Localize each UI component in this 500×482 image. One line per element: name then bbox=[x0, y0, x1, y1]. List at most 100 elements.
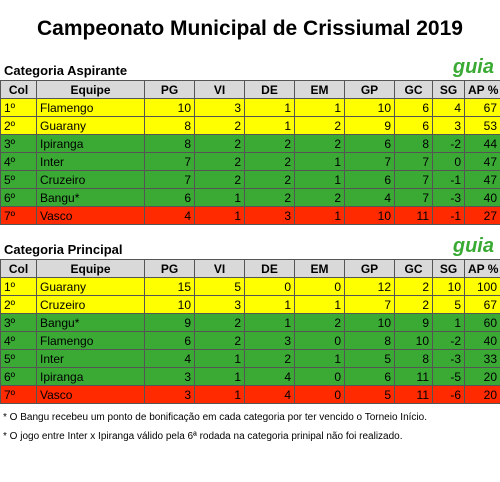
cell: Bangu* bbox=[36, 188, 145, 207]
cell: 10 bbox=[344, 313, 395, 332]
cell: 7º bbox=[0, 385, 37, 404]
team-row: 1º Guarany 15 5 0 0 12 2 10 100 bbox=[0, 277, 500, 296]
cell: 6 bbox=[344, 367, 395, 386]
header-cell: AP % bbox=[464, 80, 500, 99]
cell: 11 bbox=[394, 367, 433, 386]
team-row: 6º Bangu* 6 1 2 2 4 7 -3 40 bbox=[0, 188, 500, 207]
cell: -5 bbox=[432, 367, 465, 386]
team-row: 3º Ipiranga 8 2 2 2 6 8 -2 44 bbox=[0, 134, 500, 153]
cell: 2º bbox=[0, 295, 37, 314]
cell: 1º bbox=[0, 277, 37, 296]
cell: 2 bbox=[244, 170, 295, 189]
cell: 27 bbox=[464, 206, 500, 225]
cell: 4º bbox=[0, 331, 37, 350]
cell: 0 bbox=[432, 152, 465, 171]
cell: 2º bbox=[0, 116, 37, 135]
cell: 67 bbox=[464, 295, 500, 314]
cell: -2 bbox=[432, 331, 465, 350]
cell: 53 bbox=[464, 116, 500, 135]
cell: 5 bbox=[194, 277, 245, 296]
cell: 2 bbox=[294, 116, 345, 135]
team-row: 7º Vasco 3 1 4 0 5 11 -6 20 bbox=[0, 385, 500, 404]
cell: 0 bbox=[294, 331, 345, 350]
cell: 9 bbox=[394, 313, 433, 332]
header-cell: Equipe bbox=[36, 80, 145, 99]
cell: Ipiranga bbox=[36, 367, 145, 386]
cell: Cruzeiro bbox=[36, 170, 145, 189]
cell: 47 bbox=[464, 152, 500, 171]
cell: 44 bbox=[464, 134, 500, 153]
cell: 2 bbox=[394, 295, 433, 314]
cell: 6 bbox=[344, 134, 395, 153]
cell: 5 bbox=[344, 385, 395, 404]
cell: 6º bbox=[0, 367, 37, 386]
cell: 1 bbox=[294, 349, 345, 368]
cell: 1 bbox=[194, 385, 245, 404]
cell: 3 bbox=[144, 367, 195, 386]
cell: 4 bbox=[244, 367, 295, 386]
cell: 5º bbox=[0, 170, 37, 189]
cell: 10 bbox=[344, 98, 395, 117]
table-body: 1º Flamengo 10 3 1 1 10 6 4 67 2º Guarany 8 2 1 2 9 6 3 53 3… bbox=[0, 98, 500, 225]
header-cell: GP bbox=[344, 80, 395, 99]
cell: Guarany bbox=[36, 277, 145, 296]
cell: 3º bbox=[0, 313, 37, 332]
team-row: 4º Inter 7 2 2 1 7 7 0 47 bbox=[0, 152, 500, 171]
cell: Bangu* bbox=[36, 313, 145, 332]
cell: 67 bbox=[464, 98, 500, 117]
cell: 1 bbox=[194, 349, 245, 368]
header-cell: DE bbox=[244, 259, 295, 278]
tables: Categoria Aspirante guia Col Equipe PG VI DE EM… bbox=[0, 56, 500, 404]
header-row: Col Equipe PG VI DE EM GP GC SG AP % bbox=[0, 259, 500, 278]
notes: * O Bangu recebeu um ponto de bonificaçã… bbox=[0, 408, 500, 446]
logo: guia bbox=[452, 235, 494, 257]
header-cell: GP bbox=[344, 259, 395, 278]
cell: 1 bbox=[194, 206, 245, 225]
cell: Flamengo bbox=[36, 331, 145, 350]
cell: 6 bbox=[394, 116, 433, 135]
cell: 1 bbox=[294, 206, 345, 225]
cell: 3 bbox=[144, 385, 195, 404]
cell: 7 bbox=[394, 152, 433, 171]
cell: 0 bbox=[294, 385, 345, 404]
cell: 2 bbox=[294, 134, 345, 153]
cell: 1 bbox=[294, 295, 345, 314]
header-cell: VI bbox=[194, 80, 245, 99]
cell: Inter bbox=[36, 152, 145, 171]
cell: Inter bbox=[36, 349, 145, 368]
cell: 3 bbox=[432, 116, 465, 135]
cell: 2 bbox=[244, 188, 295, 207]
cell: 3 bbox=[194, 295, 245, 314]
cell: -2 bbox=[432, 134, 465, 153]
header-cell: SG bbox=[432, 259, 465, 278]
cell: 20 bbox=[464, 367, 500, 386]
cell: 8 bbox=[144, 134, 195, 153]
cell: 5 bbox=[344, 349, 395, 368]
header-cell: SG bbox=[432, 80, 465, 99]
cell: 2 bbox=[194, 170, 245, 189]
cell: 7 bbox=[144, 152, 195, 171]
cell: 2 bbox=[244, 134, 295, 153]
cell: -6 bbox=[432, 385, 465, 404]
header-cell: Col bbox=[0, 259, 37, 278]
cell: 0 bbox=[244, 277, 295, 296]
header-cell: EM bbox=[294, 259, 345, 278]
cell: 8 bbox=[394, 349, 433, 368]
cell: 10 bbox=[344, 206, 395, 225]
header-cell: GC bbox=[394, 259, 433, 278]
cell: 1 bbox=[294, 170, 345, 189]
team-row: 4º Flamengo 6 2 3 0 8 10 -2 40 bbox=[0, 331, 500, 350]
table-body: 1º Guarany 15 5 0 0 12 2 10 100 2º Cruzeiro 10 3 1 1 7 2 5… bbox=[0, 277, 500, 404]
cell: 60 bbox=[464, 313, 500, 332]
standings-table: Col Equipe PG VI DE EM GP GC SG AP % 1º Flamengo 10 3… bbox=[0, 80, 500, 225]
cell: 2 bbox=[294, 188, 345, 207]
cell: 2 bbox=[394, 277, 433, 296]
cell: 3º bbox=[0, 134, 37, 153]
header-cell: DE bbox=[244, 80, 295, 99]
cell: 0 bbox=[294, 277, 345, 296]
cell: 11 bbox=[394, 206, 433, 225]
team-row: 1º Flamengo 10 3 1 1 10 6 4 67 bbox=[0, 98, 500, 117]
cell: 20 bbox=[464, 385, 500, 404]
section: Categoria Principal guia Col Equipe PG VI DE EM… bbox=[0, 235, 500, 404]
cell: 15 bbox=[144, 277, 195, 296]
